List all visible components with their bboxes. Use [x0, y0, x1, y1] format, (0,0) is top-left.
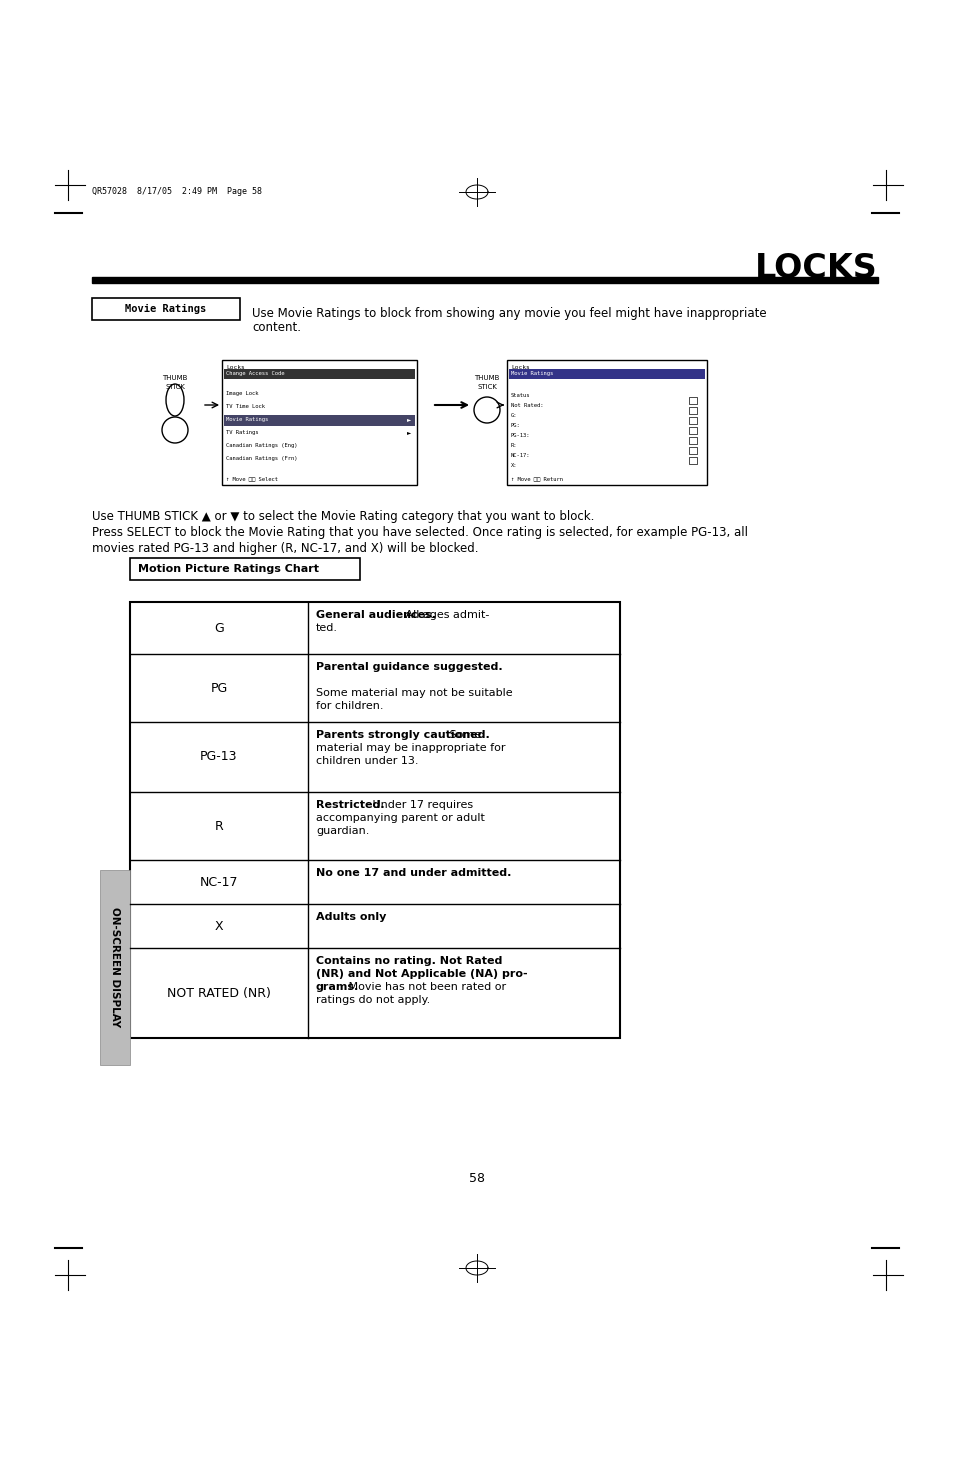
Text: Some: Some: [445, 730, 480, 740]
Bar: [688, 426, 697, 434]
Text: Some material may not be suitable: Some material may not be suitable: [315, 687, 512, 698]
Text: PG-13: PG-13: [200, 751, 237, 764]
Text: guardian.: guardian.: [315, 826, 369, 836]
Text: ►: ►: [407, 431, 411, 435]
Text: TV Time Lock: TV Time Lock: [226, 404, 265, 409]
Text: STICK: STICK: [476, 384, 497, 389]
Text: PG:: PG:: [511, 423, 520, 428]
Text: X:: X:: [511, 463, 517, 468]
Text: ►: ►: [407, 417, 411, 422]
Text: NOT RATED (NR): NOT RATED (NR): [167, 987, 271, 1000]
Text: Canadian Ratings (Frn): Canadian Ratings (Frn): [226, 456, 297, 462]
Text: R: R: [214, 820, 223, 832]
Text: content.: content.: [252, 322, 301, 333]
Bar: [688, 407, 697, 414]
Text: Use Movie Ratings to block from showing any movie you feel might have inappropri: Use Movie Ratings to block from showing …: [252, 307, 766, 320]
Text: QR57028  8/17/05  2:49 PM  Page 58: QR57028 8/17/05 2:49 PM Page 58: [91, 187, 262, 196]
Bar: [688, 447, 697, 454]
Text: Restricted.: Restricted.: [315, 799, 384, 810]
Text: ↑ Move □□ Return: ↑ Move □□ Return: [511, 476, 562, 481]
Text: grams.: grams.: [315, 982, 359, 993]
Bar: [688, 457, 697, 465]
Bar: [688, 417, 697, 423]
Bar: [688, 397, 697, 404]
Text: X: X: [214, 919, 223, 932]
Text: G:: G:: [511, 413, 517, 417]
Text: Change Access Code: Change Access Code: [226, 372, 284, 376]
Text: THUMB: THUMB: [474, 375, 499, 381]
Text: children under 13.: children under 13.: [315, 757, 418, 766]
Text: Parents strongly cautioned.: Parents strongly cautioned.: [315, 730, 489, 740]
Bar: [506, 360, 706, 485]
Bar: [100, 870, 130, 1065]
Text: Locks: Locks: [226, 364, 245, 370]
Text: Under 17 requires: Under 17 requires: [369, 799, 473, 810]
Text: Not Rated:: Not Rated:: [511, 403, 543, 409]
Text: for children.: for children.: [315, 701, 383, 711]
Text: ratings do not apply.: ratings do not apply.: [315, 996, 430, 1004]
Text: STICK: STICK: [165, 384, 185, 389]
Text: ted.: ted.: [315, 622, 337, 633]
Text: Canadian Ratings (Eng): Canadian Ratings (Eng): [226, 442, 297, 448]
Text: R:: R:: [511, 442, 517, 448]
Text: Status: Status: [511, 392, 530, 398]
Text: TV Ratings: TV Ratings: [226, 431, 258, 435]
Text: Image Lock: Image Lock: [226, 391, 258, 395]
Text: No one 17 and under admitted.: No one 17 and under admitted.: [315, 867, 511, 878]
Text: Movie Ratings: Movie Ratings: [125, 304, 207, 314]
Bar: [224, 369, 415, 379]
Text: NC-17: NC-17: [199, 876, 238, 888]
Text: ON-SCREEN DISPLAY: ON-SCREEN DISPLAY: [110, 907, 120, 1028]
Text: ↑ Move □□ Select: ↑ Move □□ Select: [226, 476, 277, 481]
Text: Press SELECT to block the Movie Rating that you have selected. Once rating is se: Press SELECT to block the Movie Rating t…: [91, 527, 747, 538]
Text: 58: 58: [469, 1171, 484, 1184]
Text: material may be inappropriate for: material may be inappropriate for: [315, 743, 505, 754]
Text: accompanying parent or adult: accompanying parent or adult: [315, 813, 484, 823]
Bar: [509, 369, 704, 379]
Bar: [224, 414, 415, 426]
Bar: [91, 277, 877, 283]
Text: Parental guidance suggested.: Parental guidance suggested.: [315, 662, 502, 673]
Bar: [91, 298, 240, 320]
Text: Movie Ratings: Movie Ratings: [226, 417, 268, 422]
Text: All ages admit-: All ages admit-: [402, 611, 489, 620]
Text: Adults only: Adults only: [315, 912, 386, 922]
Bar: [222, 360, 416, 485]
Text: Use THUMB STICK ▲ or ▼ to select the Movie Rating category that you want to bloc: Use THUMB STICK ▲ or ▼ to select the Mov…: [91, 510, 594, 524]
Text: movies rated PG-13 and higher (R, NC-17, and X) will be blocked.: movies rated PG-13 and higher (R, NC-17,…: [91, 541, 478, 555]
Text: THUMB: THUMB: [162, 375, 188, 381]
Text: Motion Picture Ratings Chart: Motion Picture Ratings Chart: [138, 563, 318, 574]
Text: General audiences.: General audiences.: [315, 611, 436, 620]
Text: G: G: [213, 621, 224, 634]
Bar: [130, 602, 619, 1038]
Bar: [130, 558, 359, 580]
Text: Movie Ratings: Movie Ratings: [511, 372, 553, 376]
Text: PG: PG: [211, 681, 228, 695]
Text: (NR) and Not Applicable (NA) pro-: (NR) and Not Applicable (NA) pro-: [315, 969, 527, 979]
Bar: [688, 437, 697, 444]
Text: Locks: Locks: [511, 364, 529, 370]
Text: NC-17:: NC-17:: [511, 453, 530, 459]
Text: Movie has not been rated or: Movie has not been rated or: [344, 982, 505, 993]
Text: PG-13:: PG-13:: [511, 434, 530, 438]
Text: LOCKS: LOCKS: [755, 252, 877, 285]
Text: Contains no rating. Not Rated: Contains no rating. Not Rated: [315, 956, 502, 966]
